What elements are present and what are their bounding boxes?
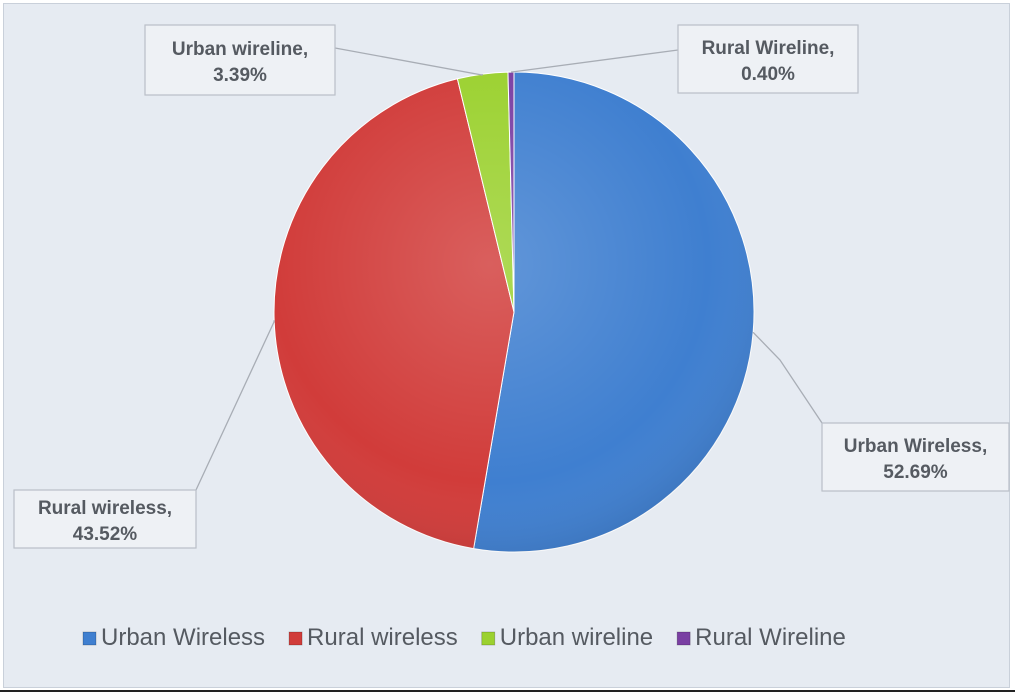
leader-line-urban-wireless <box>752 331 823 424</box>
legend-swatch-urban-wireless <box>82 631 97 646</box>
data-label-name-urban-wireline: Urban wireline, <box>172 39 308 60</box>
data-label-name-rural-wireless: Rural wireless, <box>38 498 172 519</box>
leader-line-rural-wireline <box>511 49 679 73</box>
legend-label-urban-wireline: Urban wireline <box>500 624 653 651</box>
pie-slice-urban-wireless <box>473 71 755 553</box>
data-label-value-urban-wireline: 3.39% <box>213 65 267 86</box>
leader-line-rural-wireless <box>195 320 275 491</box>
data-label-name-urban-wireless: Urban Wireless, <box>844 436 987 457</box>
leader-line-urban-wireline <box>334 47 484 76</box>
data-label-box-rural-wireless <box>13 489 197 549</box>
data-label-value-rural-wireless: 43.52% <box>73 524 138 545</box>
legend-swatch-rural-wireless <box>288 631 303 646</box>
legend-label-rural-wireless: Rural wireless <box>307 624 458 651</box>
bottom-rule <box>0 690 1015 692</box>
data-label-box-urban-wireline <box>144 24 336 96</box>
data-label-value-urban-wireless: 52.69% <box>883 462 948 483</box>
legend-label-rural-wireline: Rural Wireline <box>695 624 846 651</box>
legend-swatch-rural-wireline <box>676 631 691 646</box>
legend-label-urban-wireless: Urban Wireless <box>101 624 265 651</box>
data-label-value-rural-wireline: 0.40% <box>741 64 795 85</box>
data-label-box-urban-wireless <box>821 422 1010 492</box>
data-label-name-rural-wireline: Rural Wireline, <box>702 38 835 59</box>
data-label-box-rural-wireline <box>677 24 859 94</box>
legend-swatch-urban-wireline <box>481 631 496 646</box>
